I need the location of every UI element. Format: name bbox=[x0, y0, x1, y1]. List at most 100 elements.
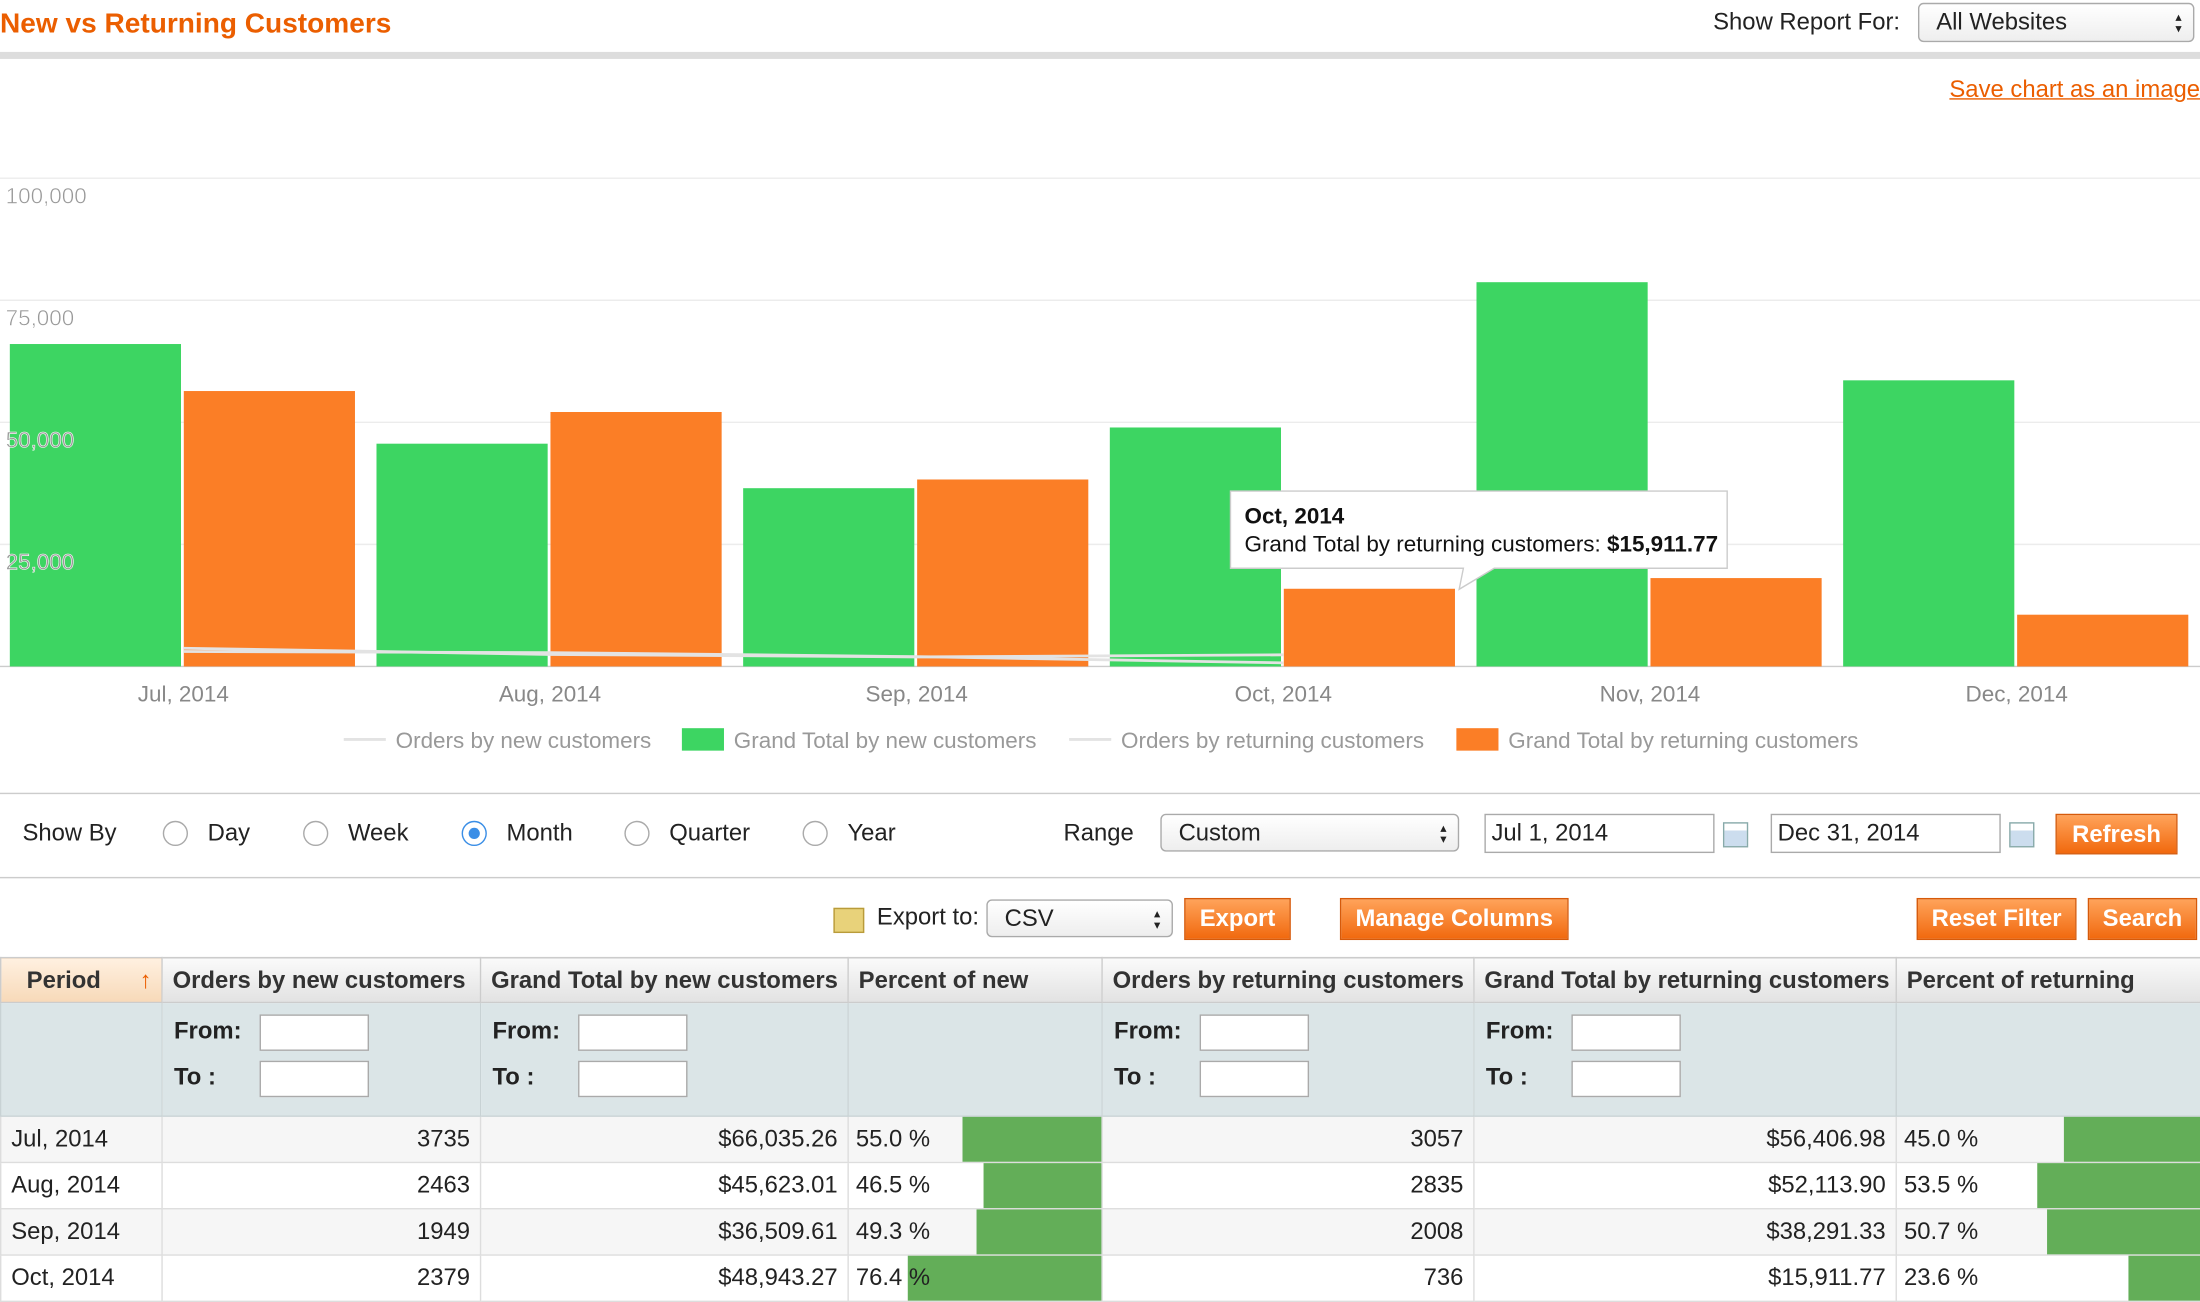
export-icon bbox=[833, 907, 865, 934]
filter-cell bbox=[0, 1001, 163, 1117]
x-tick-label: Aug, 2014 bbox=[499, 682, 601, 707]
column-header[interactable]: Period ↑ bbox=[0, 956, 163, 1004]
filter-from-label: From: bbox=[173, 1017, 242, 1044]
tooltip: Oct, 2014 Grand Total by returning custom… bbox=[1229, 490, 1728, 591]
range-select[interactable]: Custom bbox=[1160, 813, 1460, 852]
radio-label: Month bbox=[506, 819, 573, 847]
column-header[interactable]: Percent of new bbox=[847, 956, 1103, 1004]
percent-cell: 50.7 % bbox=[1895, 1208, 2200, 1256]
percent-cell: 45.0 % bbox=[1895, 1115, 2200, 1164]
export-button[interactable]: Export bbox=[1184, 897, 1291, 941]
filter-cell: From: To : bbox=[1101, 1001, 1475, 1117]
search-button[interactable]: Search bbox=[2087, 897, 2198, 941]
radio-button[interactable] bbox=[162, 820, 189, 847]
export-format-select[interactable]: CSV bbox=[986, 899, 1173, 938]
percent-bar bbox=[2128, 1255, 2200, 1301]
grid-body: Jul, 2014 3735 $66,035.26 55.0 % 3057 $56,406… bbox=[0, 1115, 2200, 1302]
calendar-icon[interactable] bbox=[2009, 822, 2035, 848]
filter-to-input[interactable] bbox=[1199, 1060, 1310, 1098]
bar bbox=[2017, 614, 2189, 667]
save-chart-link[interactable]: Save chart as an image bbox=[1949, 75, 2200, 103]
column-header[interactable]: Grand Total by new customers bbox=[479, 956, 849, 1004]
radio-label: Day bbox=[207, 819, 251, 847]
percent-bar bbox=[2037, 1163, 2200, 1209]
radio-button[interactable] bbox=[802, 820, 828, 847]
filter-from-input[interactable] bbox=[259, 1014, 370, 1051]
column-header[interactable]: Orders by returning customers bbox=[1101, 956, 1475, 1004]
reset-filter-button[interactable]: Reset Filter bbox=[1916, 897, 2077, 941]
calendar-icon[interactable] bbox=[1722, 822, 1749, 848]
grid-row: Aug, 2014 2463 $45,623.01 46.5 % 2835 $52,113… bbox=[0, 1161, 2200, 1210]
filter-from-label: From: bbox=[492, 1017, 561, 1044]
filter-from-input[interactable] bbox=[1199, 1014, 1310, 1051]
report-grid: Period ↑ Orders by new customers Grand Tota… bbox=[0, 956, 2200, 1302]
radio-label: Week bbox=[347, 819, 409, 847]
value-cell: $56,406.98 bbox=[1473, 1115, 1897, 1164]
value-cell: 2008 bbox=[1101, 1208, 1475, 1256]
percent-bar bbox=[983, 1163, 1102, 1209]
range-label: Range bbox=[1063, 819, 1134, 847]
from-date-input[interactable]: Jul 1, 2014 bbox=[1484, 813, 1715, 854]
filter-to-input[interactable] bbox=[578, 1060, 688, 1098]
header-row: Period ↑ Orders by new customers Grand Tota… bbox=[0, 956, 2200, 1004]
percent-text: 55.0 % bbox=[855, 1125, 931, 1152]
value-cell: 2463 bbox=[161, 1161, 482, 1210]
percent-cell: 76.4 % bbox=[847, 1254, 1103, 1302]
radio-button[interactable] bbox=[624, 820, 650, 847]
x-tick-label: Jul, 2014 bbox=[138, 682, 229, 707]
title-rule bbox=[0, 51, 2200, 59]
value-cell: 1949 bbox=[161, 1208, 482, 1256]
filter-row: From: To : From: To : From: To : From: To : bbox=[0, 1001, 2200, 1117]
bar bbox=[743, 488, 915, 667]
radio-button[interactable] bbox=[303, 820, 329, 847]
column-header[interactable]: Grand Total by returning customers bbox=[1473, 956, 1897, 1004]
period-cell: Oct, 2014 bbox=[0, 1254, 163, 1302]
bar bbox=[376, 443, 548, 667]
grid-row: Sep, 2014 1949 $36,509.61 49.3 % 2008 $38,291… bbox=[0, 1208, 2200, 1256]
tooltip-title: Oct, 2014 bbox=[1245, 503, 1345, 528]
period-cell: Sep, 2014 bbox=[0, 1208, 163, 1256]
filter-to-input[interactable] bbox=[259, 1060, 370, 1098]
sort-arrow: ↑ bbox=[139, 966, 152, 993]
grid-row: Oct, 2014 2379 $48,943.27 76.4 % 736 $15,911.… bbox=[0, 1254, 2200, 1302]
legend-swatch bbox=[681, 728, 724, 751]
store-select[interactable]: All Websites bbox=[1917, 2, 2195, 43]
filter-from-label: From: bbox=[1114, 1017, 1182, 1044]
value-cell: 2379 bbox=[161, 1254, 482, 1302]
value-cell: $45,623.01 bbox=[479, 1161, 849, 1210]
bar bbox=[1843, 380, 2015, 667]
chart: 25,000 50,000 75,000 100,000 Jul, 2014 Aug, 2… bbox=[0, 177, 2200, 753]
percent-cell: 49.3 % bbox=[847, 1208, 1103, 1256]
tooltip-box bbox=[1229, 490, 1728, 591]
filter-from-input[interactable] bbox=[578, 1014, 688, 1051]
value-cell: 736 bbox=[1101, 1254, 1475, 1302]
bar bbox=[1283, 588, 1455, 667]
refresh-button[interactable]: Refresh bbox=[2055, 813, 2178, 855]
tooltip-text: Grand Total by returning customers: $15,… bbox=[1245, 531, 1719, 556]
y-tick-label: 100,000 bbox=[6, 183, 87, 208]
to-date-input[interactable]: Dec 31, 2014 bbox=[1770, 813, 2001, 854]
percent-bar bbox=[2063, 1116, 2200, 1162]
column-header[interactable]: Percent of returning bbox=[1895, 956, 2200, 1004]
percent-cell: 55.0 % bbox=[847, 1115, 1103, 1164]
period-cell: Aug, 2014 bbox=[0, 1161, 163, 1210]
x-tick-label: Dec, 2014 bbox=[1966, 682, 2068, 707]
radio-button[interactable] bbox=[461, 820, 487, 847]
legend-label: Grand Total by returning customers bbox=[1508, 728, 1858, 753]
filter-cell: From: To : bbox=[1473, 1001, 1897, 1117]
column-header[interactable]: Orders by new customers bbox=[161, 956, 482, 1004]
radio-label: Quarter bbox=[669, 819, 751, 847]
legend-label: Grand Total by new customers bbox=[734, 728, 1037, 753]
bar bbox=[1650, 578, 1822, 667]
filter-to-input[interactable] bbox=[1571, 1060, 1681, 1098]
filter-from-input[interactable] bbox=[1571, 1014, 1681, 1051]
manage-columns-button[interactable]: Manage Columns bbox=[1339, 897, 1569, 941]
filter-to-label: To : bbox=[1485, 1063, 1528, 1091]
percent-text: 45.0 % bbox=[1903, 1125, 1979, 1152]
percent-bar bbox=[2046, 1209, 2200, 1255]
value-cell: $15,911.77 bbox=[1473, 1254, 1897, 1302]
percent-bar bbox=[976, 1209, 1102, 1255]
tooltip-value: $15,911.77 bbox=[1607, 531, 1718, 556]
x-tick-label: Nov, 2014 bbox=[1600, 682, 1701, 707]
